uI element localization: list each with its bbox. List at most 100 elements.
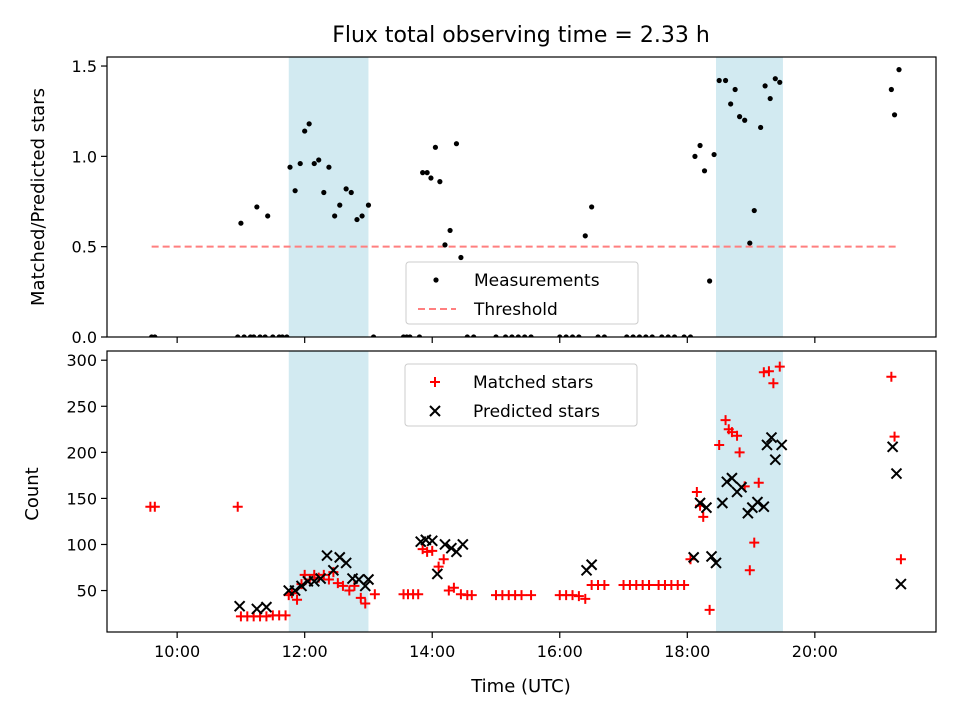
- x-tick-label: 12:00: [282, 642, 328, 661]
- data-point: [466, 590, 477, 601]
- data-point: [700, 501, 713, 514]
- y-tick-label: 0.5: [72, 238, 97, 257]
- data-point: [262, 334, 268, 337]
- data-point: [292, 188, 298, 194]
- y-tick-label: 1.0: [72, 147, 97, 166]
- data-point: [355, 592, 366, 603]
- data-point: [735, 481, 748, 494]
- data-point: [433, 561, 444, 572]
- data-point: [235, 334, 241, 337]
- data-point: [589, 204, 595, 210]
- data-point: [726, 472, 738, 484]
- data-point: [254, 204, 260, 210]
- data-point: [297, 160, 303, 167]
- data-point: [707, 278, 713, 284]
- data-point: [326, 164, 332, 170]
- data-point: [420, 170, 426, 176]
- data-point: [362, 573, 375, 586]
- data-point: [896, 67, 902, 73]
- data-point: [751, 207, 757, 214]
- shaded-span: [288, 351, 369, 632]
- data-point: [337, 202, 343, 208]
- data-point: [728, 101, 734, 107]
- data-point: [692, 153, 698, 159]
- chart-title: Flux total observing time = 2.33 h: [332, 23, 710, 48]
- data-point: [332, 213, 338, 219]
- data-point: [573, 591, 584, 602]
- data-point: [447, 227, 453, 234]
- data-point: [302, 128, 308, 134]
- data-point: [585, 559, 598, 571]
- data-point: [701, 168, 708, 174]
- data-point: [671, 334, 678, 337]
- data-point: [427, 545, 438, 556]
- data-point: [232, 501, 243, 512]
- data-point: [765, 431, 778, 444]
- data-point: [563, 334, 569, 337]
- panel-frame: [106, 56, 937, 338]
- data-point: [665, 334, 671, 337]
- data-point: [721, 476, 733, 488]
- data-point: [895, 554, 906, 565]
- data-point: [891, 112, 898, 118]
- data-point: [890, 467, 903, 480]
- data-point: [732, 86, 738, 93]
- data-point: [233, 600, 246, 612]
- data-point: [749, 537, 760, 548]
- data-point: [314, 572, 327, 585]
- data-point: [428, 175, 434, 181]
- data-point: [265, 213, 271, 219]
- y-tick-label: 50: [77, 582, 97, 601]
- data-point: [734, 447, 745, 458]
- data-point: [516, 590, 527, 601]
- data-point: [280, 610, 291, 621]
- series-matched-stars: [145, 361, 906, 622]
- top-panel-y-axis-label: Matched/Predicted stars: [28, 88, 49, 306]
- data-point: [649, 334, 655, 337]
- data-point: [343, 186, 349, 192]
- data-point: [751, 496, 764, 508]
- data-point: [636, 334, 643, 337]
- data-point: [321, 549, 333, 562]
- data-point: [416, 334, 423, 337]
- data-point: [744, 565, 755, 576]
- data-point: [359, 213, 365, 219]
- data-point: [306, 121, 312, 127]
- data-point: [442, 242, 448, 248]
- data-point: [279, 334, 285, 337]
- legend-marker: [429, 405, 441, 417]
- data-point: [431, 568, 444, 580]
- data-point: [775, 439, 788, 451]
- data-point: [601, 334, 607, 337]
- data-point: [704, 604, 715, 615]
- data-point: [753, 477, 764, 488]
- data-point: [679, 580, 690, 591]
- data-point: [448, 582, 459, 593]
- data-point: [697, 142, 703, 149]
- data-point: [238, 220, 244, 226]
- legend-frame: [404, 363, 638, 427]
- legend-marker: [433, 277, 439, 283]
- legend-label: Matched stars: [473, 373, 593, 393]
- data-point: [457, 538, 469, 551]
- data-point: [691, 486, 702, 497]
- legend-label: Measurements: [474, 271, 600, 291]
- y-tick-label: 1.5: [72, 57, 97, 76]
- data-point: [413, 589, 424, 600]
- data-point: [772, 76, 778, 82]
- data-point: [687, 551, 700, 564]
- data-point: [426, 535, 438, 547]
- data-point: [580, 593, 591, 604]
- data-point: [888, 86, 894, 93]
- data-point: [458, 254, 464, 261]
- legend: Matched stars Predicted stars: [404, 363, 638, 427]
- data-point: [354, 216, 360, 223]
- data-point: [515, 334, 521, 337]
- data-point: [720, 415, 731, 426]
- data-point: [509, 334, 515, 337]
- data-point: [149, 501, 160, 512]
- shaded-span: [288, 57, 369, 337]
- data-point: [369, 589, 380, 600]
